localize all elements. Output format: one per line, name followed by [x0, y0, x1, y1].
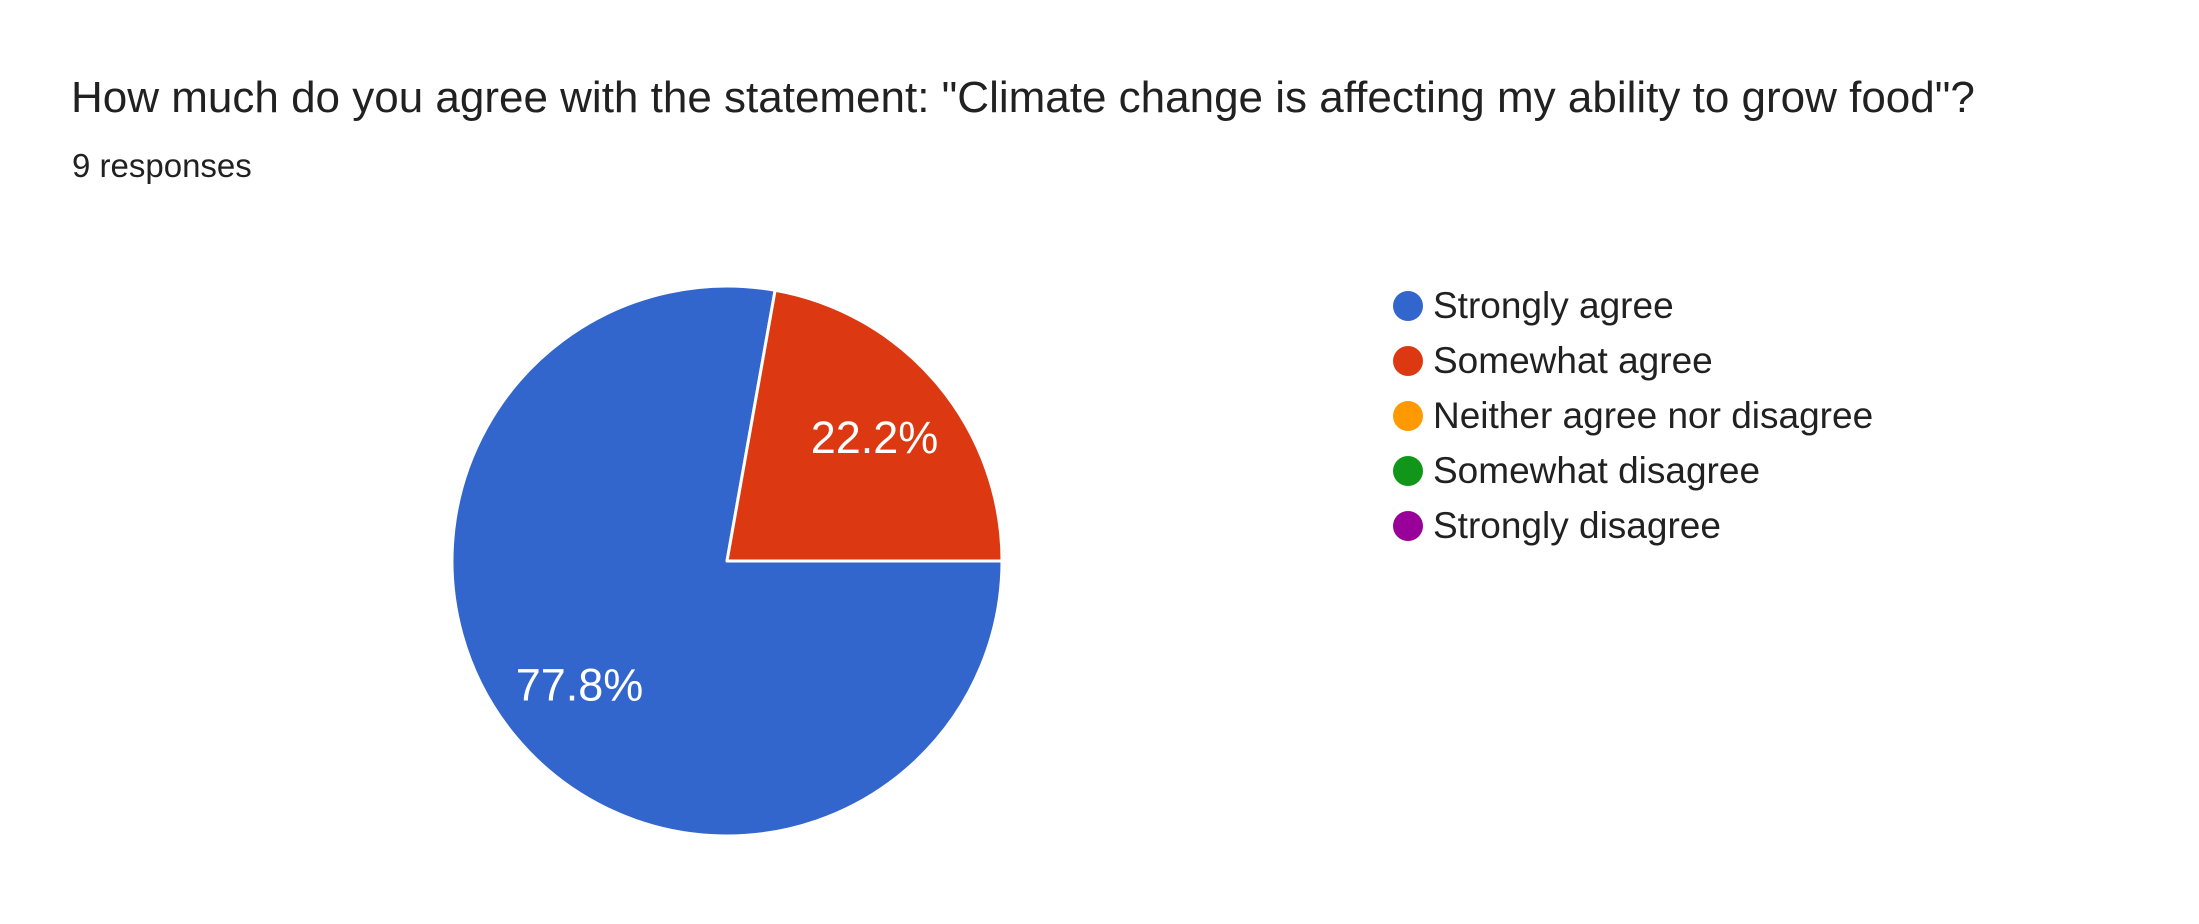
legend-item-label: Strongly disagree [1433, 504, 1721, 546]
legend-color-swatch [1393, 400, 1423, 431]
legend-item: Strongly disagree [1393, 498, 1873, 553]
pie-slice-percentage-label: 22.2% [811, 412, 939, 463]
legend-item-label: Somewhat disagree [1433, 449, 1761, 491]
legend-item-label: Somewhat agree [1433, 339, 1713, 381]
pie-slice-somewhat-agree[interactable] [725, 288, 1004, 563]
response-count: 9 responses [72, 147, 252, 184]
pie-slice-percentage-label: 77.8% [516, 659, 644, 710]
question-title: How much do you agree with the statement… [71, 73, 1975, 122]
legend-color-swatch [1393, 290, 1423, 321]
legend-color-swatch [1393, 455, 1423, 486]
legend-item: Strongly agree [1393, 278, 1873, 333]
legend-item: Somewhat disagree [1393, 443, 1873, 498]
legend-color-swatch [1393, 510, 1423, 541]
legend-item-label: Strongly agree [1433, 284, 1674, 326]
pie-chart: 77.8% 22.2% [450, 284, 1004, 838]
legend-item: Neither agree nor disagree [1393, 388, 1873, 443]
legend-item: Somewhat agree [1393, 333, 1873, 388]
legend-item-label: Neither agree nor disagree [1433, 394, 1874, 436]
legend-color-swatch [1393, 345, 1423, 376]
chart-legend: Strongly agree Somewhat agree Neither agre… [1393, 278, 1873, 553]
